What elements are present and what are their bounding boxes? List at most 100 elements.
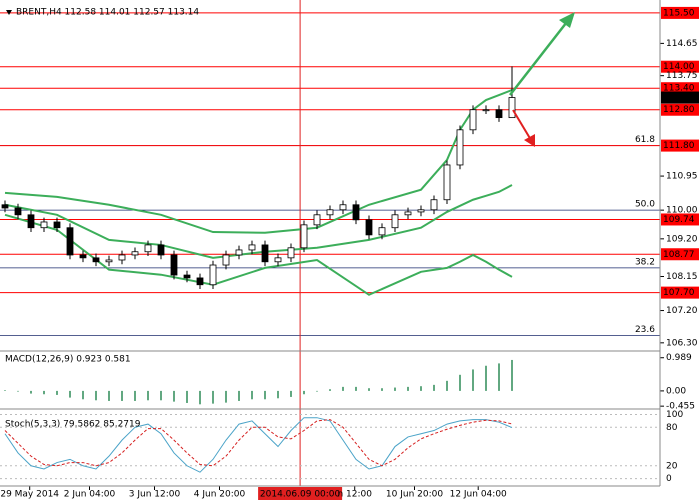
- y-tick-label: 113.75: [666, 71, 698, 81]
- up-arrow-head: [559, 12, 575, 28]
- candle-body: [157, 244, 165, 256]
- candle-body: [40, 221, 48, 229]
- candle-body: [287, 247, 295, 259]
- level-box: [661, 213, 699, 226]
- candle-body: [404, 211, 412, 216]
- candle-body: [300, 224, 308, 249]
- candle-body: [378, 227, 386, 236]
- candle-body: [131, 251, 139, 256]
- x-tick-label: 4 Jun 20:00: [194, 490, 246, 500]
- candle-body: [235, 249, 243, 256]
- candle-body: [1, 204, 9, 209]
- fib-label: 61.8: [635, 135, 655, 145]
- candle-body: [443, 164, 451, 201]
- level-label: 112.80: [663, 105, 695, 115]
- x-tick-label: 29 May 2014: [0, 490, 59, 500]
- x-tick-label: 2 Jun 04:00: [64, 490, 116, 500]
- candle-body: [313, 214, 321, 226]
- stoch-line: [4, 419, 513, 467]
- candle-body: [391, 214, 399, 229]
- candle-body: [105, 259, 113, 263]
- level-label: 108.77: [663, 250, 695, 260]
- y-tick-label: 0.989: [666, 353, 692, 363]
- menu-icon[interactable]: [6, 10, 12, 15]
- y-tick-label: 0.00: [666, 386, 686, 396]
- macd-title: MACD(12,26,9) 0.923 0.581: [5, 355, 131, 365]
- candle-body: [118, 254, 126, 261]
- y-tick-label: 80: [666, 423, 678, 433]
- y-tick-label: 107.20: [666, 306, 698, 316]
- level-box: [661, 248, 699, 261]
- x-tick-label: n 12:00: [337, 490, 372, 500]
- candle-body: [326, 209, 334, 216]
- candle-body: [144, 244, 152, 253]
- y-tick-label: 108.15: [666, 272, 698, 282]
- candle-body: [495, 109, 503, 119]
- y-tick-label: 20: [666, 461, 678, 471]
- candle-body: [248, 244, 256, 251]
- candle-body: [222, 254, 230, 266]
- level-box: [661, 82, 699, 95]
- band-line: [4, 89, 513, 234]
- level-label: 107.70: [663, 288, 695, 298]
- y-tick-label: 109.20: [666, 234, 698, 244]
- fib-label: 23.6: [635, 325, 655, 335]
- candle-body: [365, 219, 373, 236]
- candle-body: [209, 264, 217, 286]
- candle-body: [92, 257, 100, 263]
- level-label: 114.00: [663, 62, 695, 72]
- y-tick-label: 106.30: [666, 338, 698, 348]
- level-box: [661, 6, 699, 19]
- last-price-label: 113.14: [663, 93, 695, 103]
- candle-body: [352, 204, 360, 221]
- band-line: [4, 213, 513, 296]
- fib-label: 38.2: [635, 257, 655, 267]
- level-box: [661, 103, 699, 116]
- cursor-label: 2014.06.09 00:00: [260, 490, 341, 500]
- candle-body: [14, 207, 22, 216]
- y-tick-label: 110.95: [666, 172, 698, 182]
- fib-label: 50.0: [635, 200, 655, 210]
- y-tick-label: 110.00: [666, 206, 698, 216]
- candle-body: [274, 257, 282, 263]
- last-price-box: [661, 91, 699, 104]
- y-tick-label: -0.455: [666, 402, 695, 412]
- candle-body: [339, 204, 347, 211]
- y-tick-label: 0: [666, 474, 672, 484]
- up-arrow: [509, 17, 571, 96]
- candle-body: [170, 254, 178, 276]
- candle-body: [196, 277, 204, 286]
- candle-body: [508, 97, 516, 119]
- candle-body: [482, 109, 490, 112]
- y-tick-label: 114.65: [666, 39, 698, 49]
- level-box: [661, 139, 699, 152]
- x-tick-label: 10 Jun 20:00: [386, 490, 443, 500]
- candle-body: [53, 221, 61, 229]
- down-arrow-head: [524, 134, 535, 147]
- candle-body: [430, 199, 438, 211]
- x-tick-label: 3 Jun 12:00: [129, 490, 181, 500]
- candle-body: [456, 129, 464, 166]
- candle-body: [469, 109, 477, 131]
- level-label: 113.40: [663, 84, 695, 94]
- level-label: 111.80: [663, 141, 695, 151]
- chart-title: BRENT,H4 112.58 114.01 112.57 113.14: [16, 8, 199, 18]
- level-box: [661, 60, 699, 73]
- y-tick-label: 100: [666, 410, 683, 420]
- band-line: [4, 184, 513, 259]
- candle-body: [261, 244, 269, 263]
- level-label: 115.50: [663, 8, 695, 18]
- level-label: 109.74: [663, 215, 695, 225]
- cursor-box: [258, 487, 343, 500]
- candle-body: [66, 227, 74, 256]
- x-tick-label: 12 Jun 04:00: [450, 490, 507, 500]
- candle-body: [417, 209, 425, 213]
- candle-body: [27, 214, 35, 229]
- stoch-title: Stoch(5,3,3) 79.5862 85.2719: [5, 420, 141, 430]
- level-box: [661, 286, 699, 299]
- candle-body: [183, 274, 191, 279]
- down-arrow: [512, 109, 532, 141]
- candle-body: [79, 254, 87, 259]
